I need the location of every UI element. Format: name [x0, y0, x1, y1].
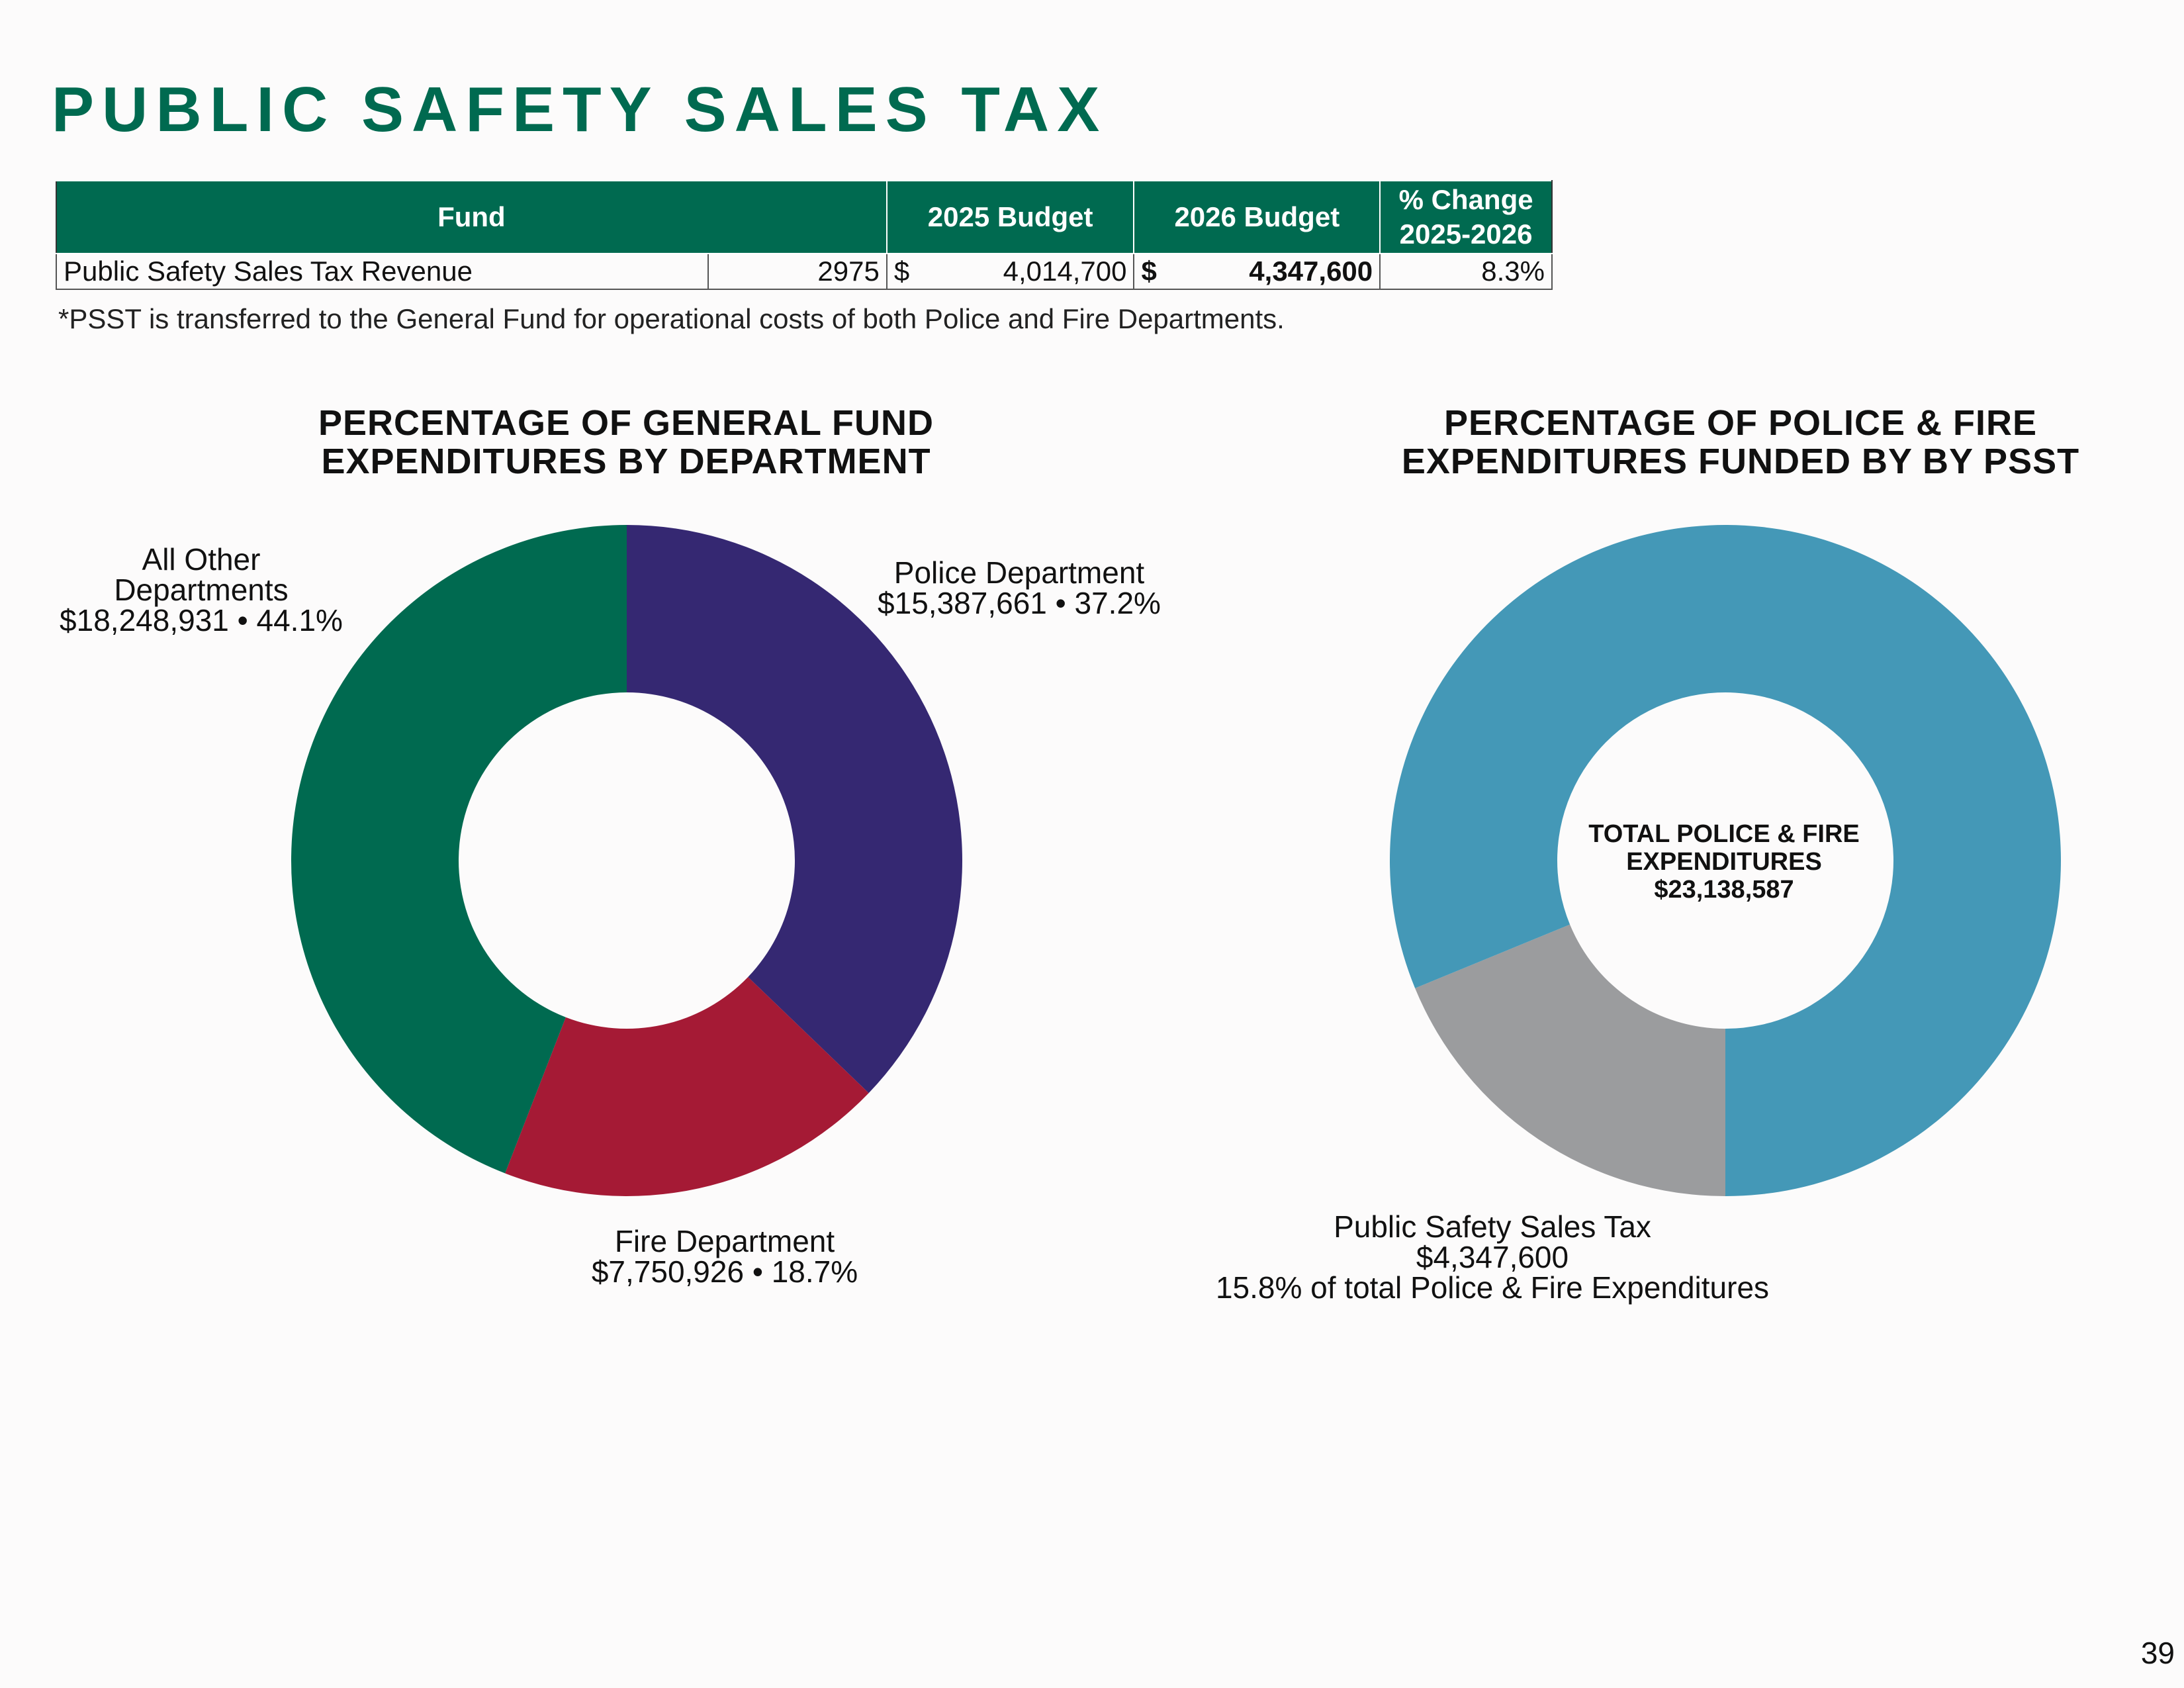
center-line2: EXPENDITURES — [1626, 847, 1822, 876]
label-police-name: Police Department — [893, 555, 1145, 590]
budget-2026-value: 4,347,600 — [1249, 256, 1373, 287]
chart-2-title: PERCENTAGE OF POLICE & FIRE EXPENDITURES… — [1343, 404, 2138, 481]
label-psst-value: $4,347,600 — [1416, 1240, 1569, 1274]
fund-name-cell: Public Safety Sales Tax Revenue — [55, 253, 709, 290]
header-pct-change: % Change 2025-2026 — [1379, 180, 1553, 254]
slice-public-safety-sales-tax — [1415, 924, 1725, 1196]
label-all-other-departments: All Other Departments $18,248,931 • 44.1… — [36, 544, 367, 635]
header-pct-change-line1: % Change — [1398, 183, 1533, 215]
label-fire-value: $7,750,926 • 18.7% — [591, 1254, 858, 1289]
chart-1-title-line2: EXPENDITURES BY DEPARTMENT — [321, 442, 931, 482]
label-public-safety-sales-tax: Public Safety Sales Tax $4,347,600 15.8%… — [1145, 1211, 1840, 1303]
label-psst-name: Public Safety Sales Tax — [1334, 1209, 1651, 1244]
label-other-line1: All Other — [142, 542, 261, 577]
chart-2-center-label: TOTAL POLICE & FIRE EXPENDITURES $23,138… — [1542, 820, 1906, 904]
label-other-value: $18,248,931 • 44.1% — [60, 603, 343, 637]
fund-table: Fund 2025 Budget 2026 Budget % Change 20… — [55, 180, 1553, 290]
slice-police-department — [627, 525, 962, 1094]
slice-fire-department — [505, 976, 869, 1196]
header-2026-budget: 2026 Budget — [1133, 180, 1381, 254]
label-fire-department: Fire Department $7,750,926 • 18.7% — [556, 1226, 893, 1287]
chart-1-title-line1: PERCENTAGE OF GENERAL FUND — [318, 403, 934, 443]
label-police-value: $15,387,661 • 37.2% — [878, 586, 1161, 620]
slice-all-other-departments — [291, 525, 627, 1174]
center-line1: TOTAL POLICE & FIRE — [1588, 820, 1860, 848]
page-title: PUBLIC SAFETY SALES TAX — [52, 74, 1108, 145]
chart-1-donut — [291, 525, 962, 1196]
header-fund: Fund — [56, 180, 887, 254]
footnote: *PSST is transferred to the General Fund… — [58, 303, 1285, 334]
label-psst-percent: 15.8% of total Police & Fire Expenditure… — [1215, 1270, 1770, 1305]
pct-change-cell: 8.3% — [1379, 253, 1553, 290]
fund-number-cell: 2975 — [707, 253, 887, 290]
label-fire-name: Fire Department — [614, 1224, 835, 1258]
label-police-department: Police Department $15,387,661 • 37.2% — [860, 557, 1178, 618]
center-total: $23,138,587 — [1654, 875, 1794, 904]
table-header-row: Fund 2025 Budget 2026 Budget % Change 20… — [56, 180, 1553, 254]
chart-2-title-line1: PERCENTAGE OF POLICE & FIRE — [1443, 403, 2038, 443]
chart-2-title-line2: EXPENDITURES FUNDED BY BY PSST — [1401, 442, 2080, 482]
slice-other-police-fire-funding — [1390, 525, 2062, 1196]
label-other-line2: Departments — [114, 573, 289, 607]
budget-2025-cell: $ 4,014,700 — [886, 253, 1135, 290]
budget-2025-value: 4,014,700 — [1003, 256, 1127, 287]
currency-2025: $ — [893, 256, 910, 287]
table-row: Public Safety Sales Tax Revenue 2975 $ 4… — [55, 253, 1553, 290]
currency-2026: $ — [1141, 256, 1157, 287]
page-number: 39 — [2140, 1636, 2175, 1670]
budget-2026-cell: $ 4,347,600 — [1133, 253, 1381, 290]
header-pct-change-line2: 2025-2026 — [1399, 218, 1533, 250]
chart-2-donut — [1390, 525, 2062, 1196]
header-2025-budget: 2025 Budget — [886, 180, 1135, 254]
chart-1-title: PERCENTAGE OF GENERAL FUND EXPENDITURES … — [229, 404, 1023, 481]
